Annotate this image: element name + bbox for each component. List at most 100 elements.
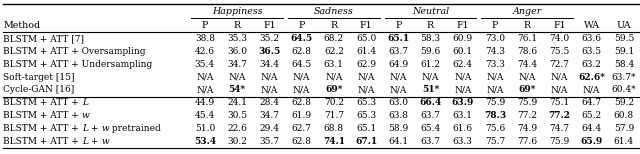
Text: 58.3: 58.3 — [420, 34, 440, 43]
Text: 68.8: 68.8 — [324, 124, 344, 133]
Text: 65.3: 65.3 — [356, 98, 376, 107]
Text: R: R — [524, 21, 531, 30]
Text: 34.7: 34.7 — [259, 111, 280, 120]
Text: +: + — [88, 124, 101, 133]
Text: N/A: N/A — [196, 85, 214, 94]
Text: N/A: N/A — [486, 85, 504, 94]
Text: 74.9: 74.9 — [517, 124, 537, 133]
Text: 63.3: 63.3 — [453, 137, 473, 146]
Text: F1: F1 — [456, 21, 469, 30]
Text: Neutral: Neutral — [412, 7, 449, 16]
Text: BLSTM + ATT + Oversampling: BLSTM + ATT + Oversampling — [3, 47, 146, 56]
Text: P: P — [298, 21, 305, 30]
Text: N/A: N/A — [357, 85, 375, 94]
Text: 63.5: 63.5 — [582, 47, 602, 56]
Text: 74.4: 74.4 — [517, 60, 537, 69]
Text: N/A: N/A — [390, 73, 407, 81]
Text: BLSTM + ATT +: BLSTM + ATT + — [3, 111, 82, 120]
Text: 73.3: 73.3 — [485, 60, 505, 69]
Text: N/A: N/A — [551, 85, 568, 94]
Text: 62.8: 62.8 — [292, 137, 312, 146]
Text: 60.8: 60.8 — [614, 111, 634, 120]
Text: 61.6: 61.6 — [452, 124, 473, 133]
Text: 36.5: 36.5 — [259, 47, 280, 56]
Text: 77.6: 77.6 — [517, 137, 537, 146]
Text: 59.1: 59.1 — [614, 47, 634, 56]
Text: 62.6*: 62.6* — [578, 73, 605, 81]
Text: 61.2: 61.2 — [420, 60, 440, 69]
Text: 75.9: 75.9 — [549, 137, 570, 146]
Text: 74.1: 74.1 — [323, 137, 345, 146]
Text: BLSTM + ATT +: BLSTM + ATT + — [3, 137, 82, 146]
Text: N/A: N/A — [357, 73, 375, 81]
Text: L: L — [82, 98, 88, 107]
Text: 64.7: 64.7 — [582, 98, 602, 107]
Text: 63.6: 63.6 — [582, 34, 602, 43]
Text: 36.0: 36.0 — [227, 47, 247, 56]
Text: 53.4: 53.4 — [194, 137, 216, 146]
Text: 65.9: 65.9 — [580, 137, 603, 146]
Text: 34.7: 34.7 — [227, 60, 247, 69]
Text: +: + — [88, 137, 101, 146]
Text: N/A: N/A — [390, 85, 407, 94]
Text: 63.2: 63.2 — [582, 60, 602, 69]
Text: 75.6: 75.6 — [485, 124, 505, 133]
Text: 75.1: 75.1 — [549, 98, 570, 107]
Text: 62.9: 62.9 — [356, 60, 376, 69]
Text: 54*: 54* — [228, 85, 246, 94]
Text: R: R — [330, 21, 337, 30]
Text: 63.1: 63.1 — [324, 60, 344, 69]
Text: 59.6: 59.6 — [420, 47, 440, 56]
Text: 63.7*: 63.7* — [612, 73, 636, 81]
Text: 76.1: 76.1 — [517, 34, 537, 43]
Text: BLSTM + ATT +: BLSTM + ATT + — [3, 124, 82, 133]
Text: 68.2: 68.2 — [324, 34, 344, 43]
Text: 71.7: 71.7 — [324, 111, 344, 120]
Text: 65.3: 65.3 — [356, 111, 376, 120]
Text: 64.9: 64.9 — [388, 60, 408, 69]
Text: F1: F1 — [553, 21, 566, 30]
Text: 63.8: 63.8 — [388, 111, 408, 120]
Text: 75.5: 75.5 — [549, 47, 570, 56]
Text: 42.6: 42.6 — [195, 47, 215, 56]
Text: 75.9: 75.9 — [485, 98, 505, 107]
Text: w: w — [82, 111, 90, 120]
Text: L: L — [82, 137, 88, 146]
Text: 77.2: 77.2 — [548, 111, 570, 120]
Text: 78.6: 78.6 — [517, 47, 537, 56]
Text: 30.2: 30.2 — [227, 137, 247, 146]
Text: pretrained: pretrained — [109, 124, 161, 133]
Text: Anger: Anger — [513, 7, 542, 16]
Text: 60.4*: 60.4* — [612, 85, 636, 94]
Text: N/A: N/A — [486, 73, 504, 81]
Text: Soft-target [15]: Soft-target [15] — [3, 73, 75, 81]
Text: N/A: N/A — [260, 73, 278, 81]
Text: 30.5: 30.5 — [227, 111, 247, 120]
Text: 65.1: 65.1 — [356, 124, 376, 133]
Text: 62.4: 62.4 — [452, 60, 473, 69]
Text: 60.9: 60.9 — [452, 34, 473, 43]
Text: N/A: N/A — [260, 85, 278, 94]
Text: 59.5: 59.5 — [614, 34, 634, 43]
Text: Happiness: Happiness — [212, 7, 262, 16]
Text: 45.4: 45.4 — [195, 111, 215, 120]
Text: 28.4: 28.4 — [259, 98, 280, 107]
Text: 63.9: 63.9 — [452, 98, 474, 107]
Text: 57.9: 57.9 — [614, 124, 634, 133]
Text: N/A: N/A — [454, 73, 472, 81]
Text: 44.9: 44.9 — [195, 98, 215, 107]
Text: P: P — [202, 21, 208, 30]
Text: N/A: N/A — [293, 85, 310, 94]
Text: P: P — [395, 21, 401, 30]
Text: 74.0: 74.0 — [549, 34, 570, 43]
Text: N/A: N/A — [454, 85, 472, 94]
Text: BLSTM + ATT + Undersampling: BLSTM + ATT + Undersampling — [3, 60, 152, 69]
Text: 64.4: 64.4 — [582, 124, 602, 133]
Text: 69*: 69* — [518, 85, 536, 94]
Text: R: R — [427, 21, 434, 30]
Text: 70.2: 70.2 — [324, 98, 344, 107]
Text: 61.4: 61.4 — [614, 137, 634, 146]
Text: 62.8: 62.8 — [292, 47, 312, 56]
Text: 75.9: 75.9 — [517, 98, 538, 107]
Text: N/A: N/A — [518, 73, 536, 81]
